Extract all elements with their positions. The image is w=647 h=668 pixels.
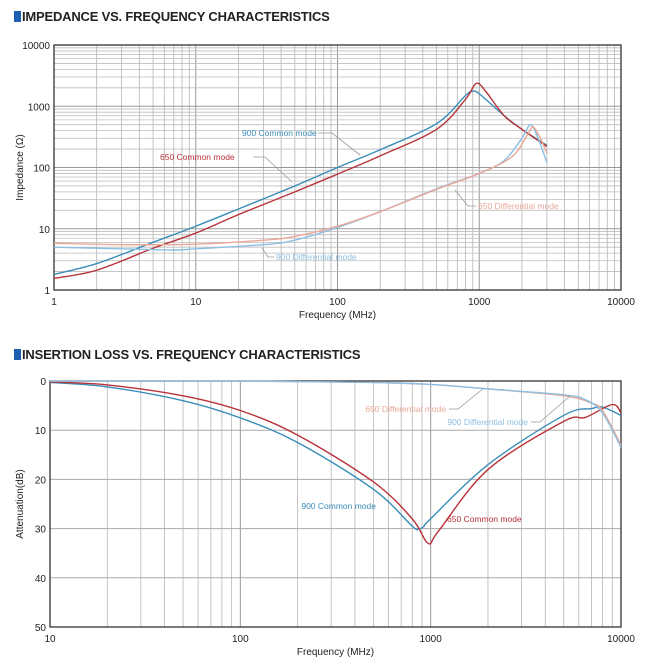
y-tick-label: 100	[33, 164, 50, 175]
x-tick-label: 100	[329, 297, 346, 308]
y-tick-label: 10	[35, 426, 47, 437]
x-tick-label: 10	[44, 634, 56, 645]
y-tick-label: 0	[40, 377, 46, 388]
y-axis-label: Impedance (Ω)	[15, 134, 26, 200]
title-marker-icon	[14, 11, 21, 22]
series-line-900-common-mode	[53, 90, 548, 276]
insertion-loss-chart-title: INSERTION LOSS VS. FREQUENCY CHARACTERIS…	[14, 347, 361, 362]
y-tick-label: 50	[35, 623, 47, 634]
x-tick-label: 10000	[607, 297, 635, 308]
y-tick-label: 10000	[22, 41, 50, 52]
x-tick-label: 1000	[468, 297, 491, 308]
y-tick-label: 10	[39, 225, 51, 236]
series-line-650-differential-mode	[49, 380, 622, 446]
y-tick-label: 1	[44, 286, 50, 297]
series-label: 650 Common mode	[447, 514, 522, 524]
x-tick-label: 1000	[420, 634, 443, 645]
y-tick-label: 20	[35, 475, 47, 486]
x-tick-label: 10000	[607, 634, 635, 645]
label-leader-line	[454, 189, 476, 207]
label-leader-line	[449, 387, 485, 410]
series-line-650-common-mode	[49, 381, 622, 545]
x-axis-label: Frequency (MHz)	[299, 310, 376, 321]
series-line-900-differential-mode	[49, 380, 622, 448]
series-label: 900 Differential mode	[276, 252, 357, 262]
series-label: 900 Differential mode	[447, 417, 528, 427]
series-line-650-differential-mode	[53, 126, 548, 246]
series-label: 900 Common mode	[301, 501, 376, 511]
series-label: 650 Differential mode	[478, 201, 559, 211]
title-marker-icon	[14, 349, 21, 360]
series-line-650-common-mode	[53, 82, 548, 280]
impedance-chart-title: IMPEDANCE VS. FREQUENCY CHARACTERISTICS	[14, 9, 330, 24]
series-line-900-common-mode	[49, 381, 622, 531]
x-tick-label: 100	[232, 634, 249, 645]
label-leader-line	[531, 395, 571, 423]
plot-frame	[53, 44, 622, 291]
y-tick-label: 40	[35, 574, 47, 585]
label-leader-line	[253, 156, 293, 183]
x-tick-label: 1	[51, 297, 57, 308]
label-leader-line	[261, 247, 274, 258]
y-axis-label: Attenuation(dB)	[15, 469, 26, 539]
series-label: 650 Common mode	[160, 152, 235, 162]
y-tick-label: 30	[35, 525, 47, 536]
y-tick-label: 1000	[28, 102, 51, 113]
plot-frame	[49, 380, 622, 628]
series-label: 900 Common mode	[242, 128, 317, 138]
x-axis-label: Frequency (MHz)	[297, 647, 374, 658]
x-tick-label: 10	[190, 297, 202, 308]
series-label: 650 Differential mode	[365, 404, 446, 414]
label-leader-line	[318, 132, 361, 156]
